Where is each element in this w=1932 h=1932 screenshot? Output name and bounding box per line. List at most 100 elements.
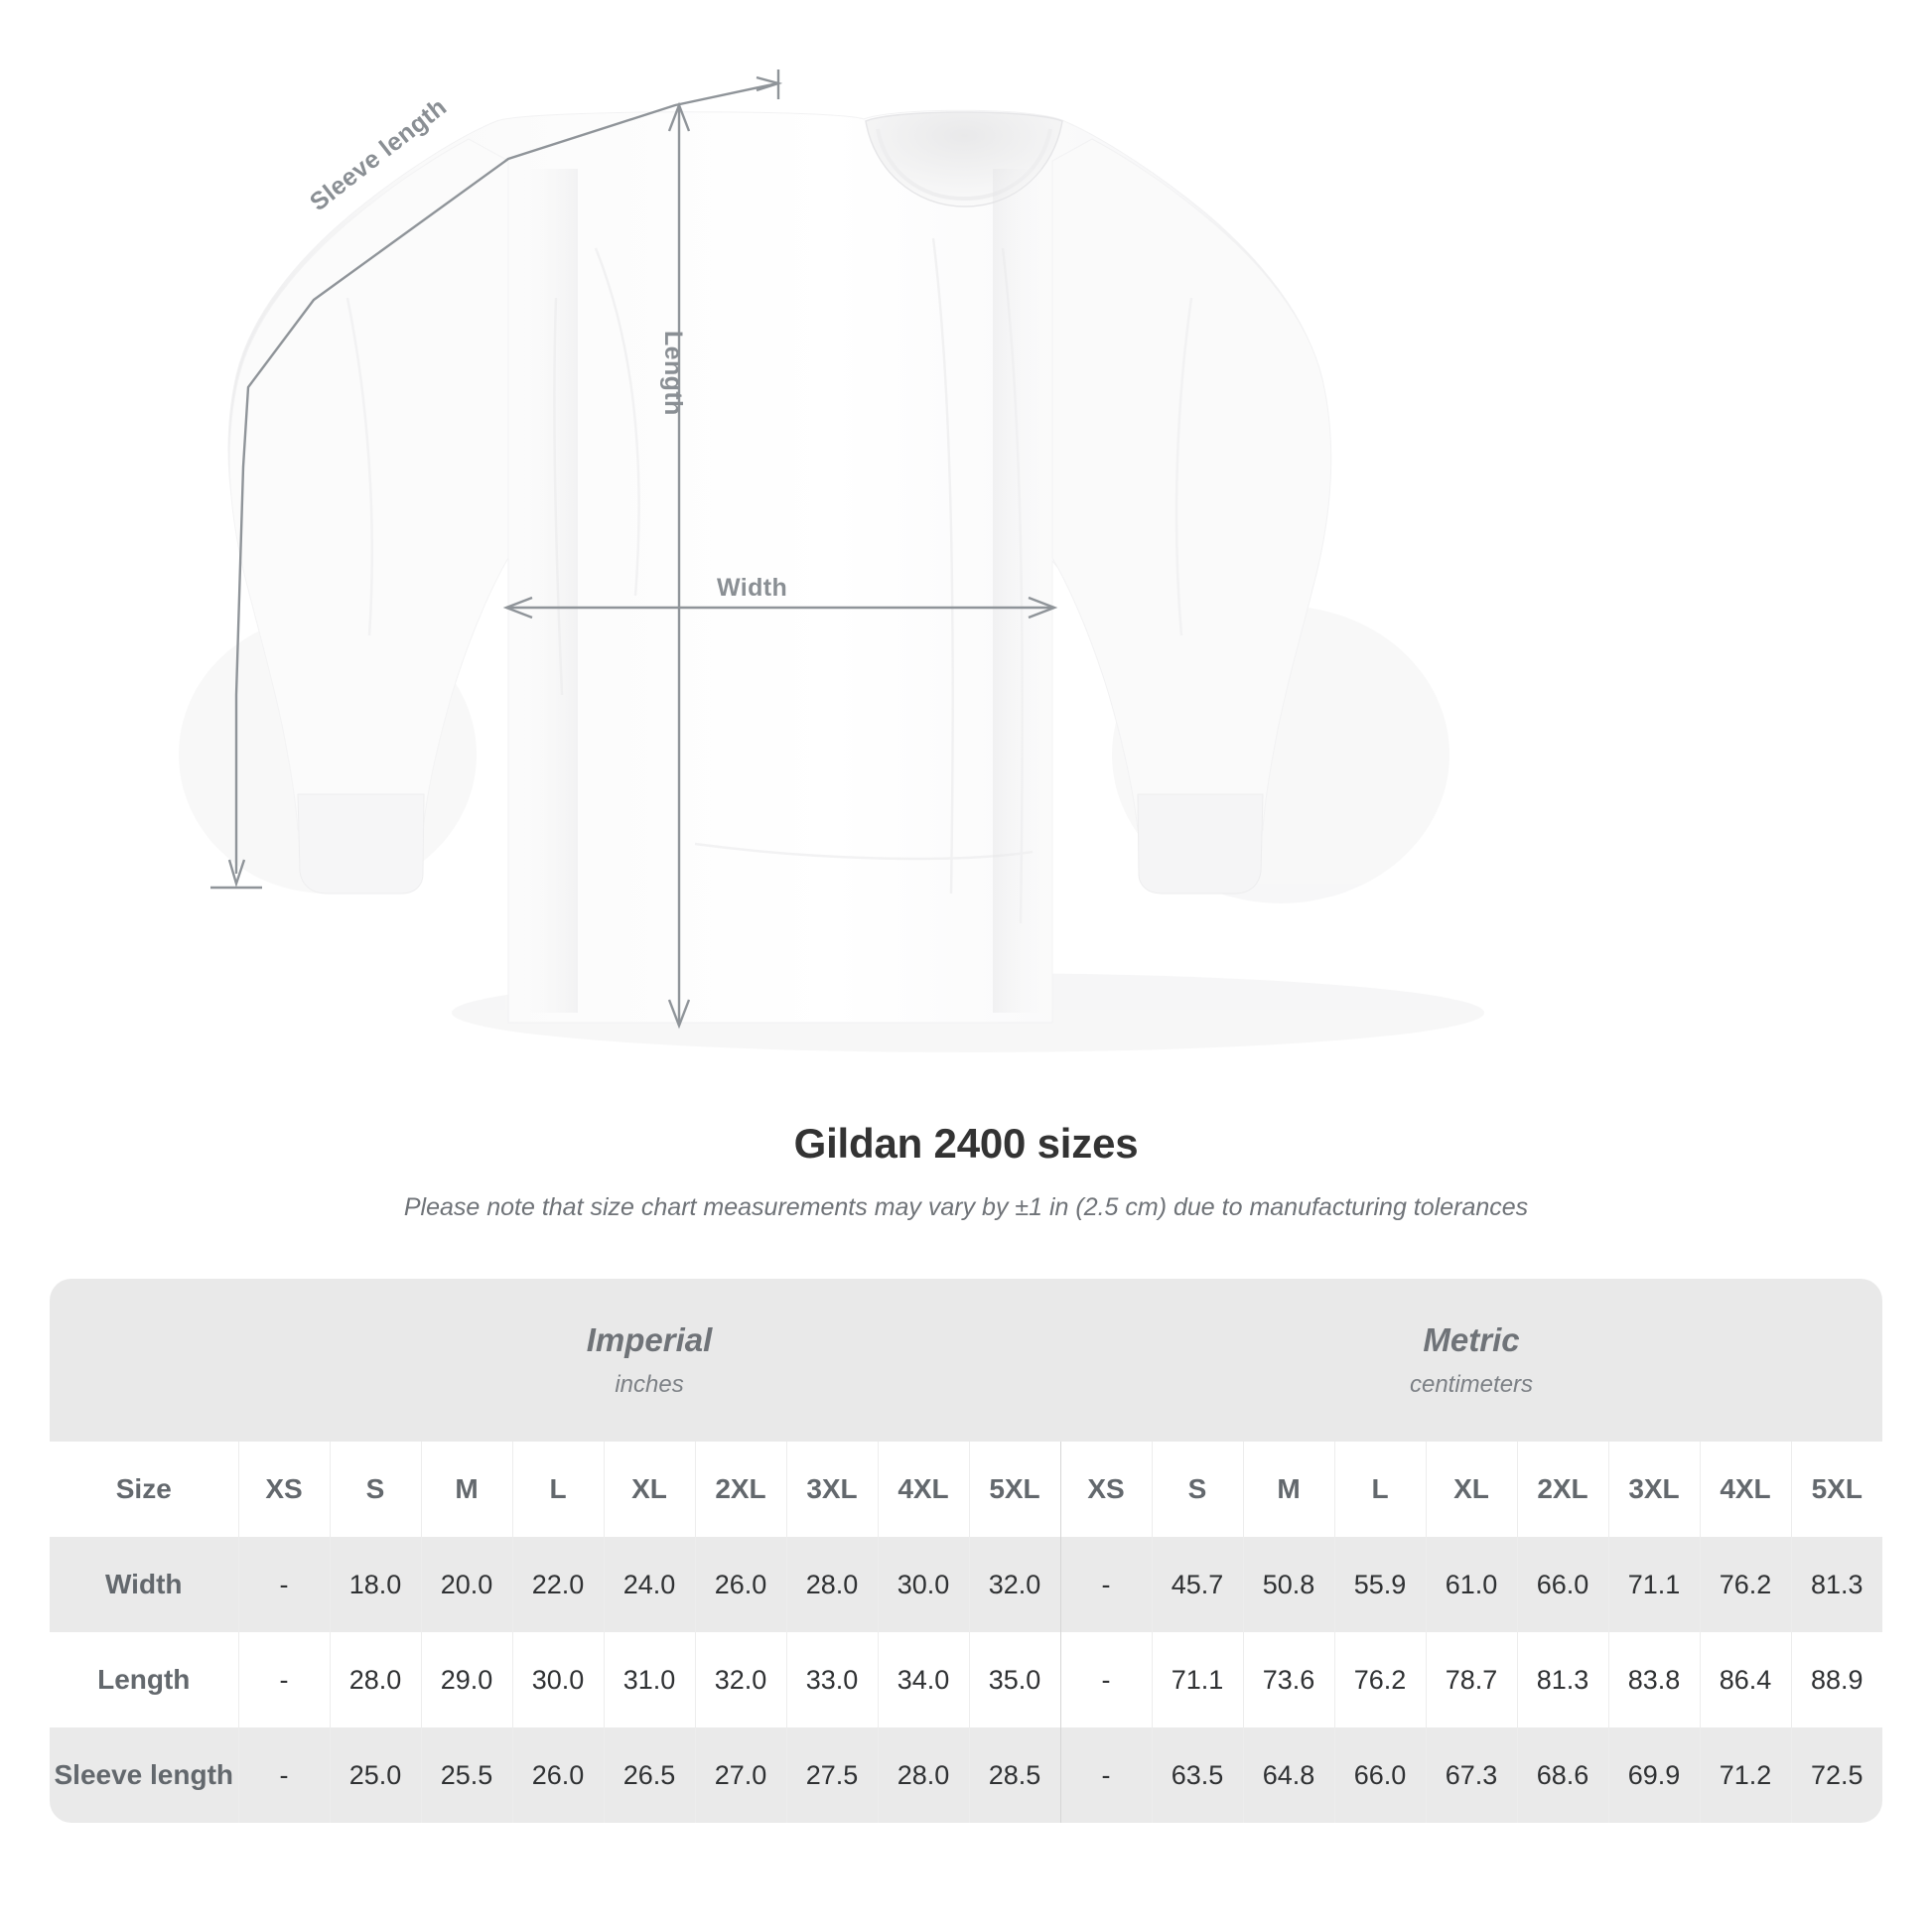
right-sleeve <box>1051 138 1332 831</box>
size-header-cell: 2XL <box>694 1442 786 1537</box>
unit-group-imperial-sub: inches <box>615 1371 684 1398</box>
size-header-cell: M <box>420 1442 512 1537</box>
measurement-cell: 63.5 <box>1151 1727 1243 1823</box>
width-arrowhead-left <box>502 596 533 620</box>
size-header-cell: M <box>1242 1442 1334 1537</box>
size-header-cell: XS <box>237 1442 330 1537</box>
table-body: Size XS S M L XL 2XL 3XL 4XL 5XL XS S M L XL 2XL 3XL 4XL 5… <box>50 1442 1883 1823</box>
measurement-cell: 26.0 <box>694 1537 786 1632</box>
size-header-cell: L <box>1333 1442 1426 1537</box>
measurement-cell: 35.0 <box>968 1632 1060 1727</box>
measurement-cell: 24.0 <box>603 1537 695 1632</box>
size-header-cell: S <box>329 1442 421 1537</box>
measurement-cell: 76.2 <box>1333 1632 1426 1727</box>
unit-group-imperial: Imperial inches <box>238 1279 1060 1442</box>
measurement-cell: 61.0 <box>1425 1537 1517 1632</box>
measurement-cell: 78.7 <box>1425 1632 1517 1727</box>
measurement-cell: 30.0 <box>877 1537 969 1632</box>
size-header-cell: 5XL <box>968 1442 1060 1537</box>
measurement-cell: 18.0 <box>329 1537 421 1632</box>
size-header-cell: 4XL <box>877 1442 969 1537</box>
measurement-cell: - <box>237 1537 330 1632</box>
measurement-cell: 27.5 <box>785 1727 878 1823</box>
unit-group-imperial-name: Imperial <box>586 1321 713 1358</box>
unit-group-spacer <box>50 1279 238 1442</box>
measurement-cell: 73.6 <box>1242 1632 1334 1727</box>
right-cuff <box>1137 793 1264 895</box>
size-chart-table: Imperial inches Metric centimeters Size X… <box>50 1279 1883 1823</box>
measurement-cell: 32.0 <box>968 1537 1060 1632</box>
left-cuff <box>297 793 425 895</box>
measurement-cell: 27.0 <box>694 1727 786 1823</box>
table-head: Imperial inches Metric centimeters <box>50 1279 1883 1442</box>
size-header-cell: L <box>511 1442 604 1537</box>
size-header-cell: 5XL <box>1790 1442 1883 1537</box>
measurement-cell: 66.0 <box>1333 1727 1426 1823</box>
measurement-cell: 71.2 <box>1699 1727 1791 1823</box>
measurement-cell: 81.3 <box>1790 1537 1883 1632</box>
unit-group-metric-sub: centimeters <box>1409 1371 1534 1398</box>
measurement-cell: 22.0 <box>511 1537 604 1632</box>
measurement-cell: 26.0 <box>511 1727 604 1823</box>
dimension-lines <box>210 69 1058 1030</box>
measurement-cell: 55.9 <box>1333 1537 1426 1632</box>
measurement-cell: 83.8 <box>1607 1632 1700 1727</box>
length-arrowhead-bottom <box>667 999 691 1030</box>
measurement-cell: 28.0 <box>329 1632 421 1727</box>
measurement-cell: - <box>237 1727 330 1823</box>
measurement-cell: 67.3 <box>1425 1727 1517 1823</box>
measurement-cell: - <box>1059 1537 1152 1632</box>
size-header-cell: XL <box>603 1442 695 1537</box>
measurement-cell: 25.5 <box>420 1727 512 1823</box>
measurement-cell: 33.0 <box>785 1632 878 1727</box>
size-header-cell: 3XL <box>785 1442 878 1537</box>
page-title: Gildan 2400 sizes <box>793 1120 1139 1167</box>
row-label: Length <box>50 1632 238 1727</box>
measurement-cell: 76.2 <box>1699 1537 1791 1632</box>
measurement-cell: 20.0 <box>420 1537 512 1632</box>
size-header-cell: 2XL <box>1516 1442 1608 1537</box>
measurement-cell: 64.8 <box>1242 1727 1334 1823</box>
measurement-cell: 88.9 <box>1790 1632 1883 1727</box>
row-label: Width <box>50 1537 238 1632</box>
table-row: Sleeve length -25.0 25.5 26.0 26.5 27.0 27.5 28… <box>50 1727 1883 1823</box>
table-row: Length -28.0 29.0 30.0 31.0 32.0 33.0 34.0 35.0-… <box>50 1632 1883 1727</box>
measurement-cell: 71.1 <box>1607 1537 1700 1632</box>
measurement-cell: 30.0 <box>511 1632 604 1727</box>
unit-group-metric: Metric centimeters <box>1060 1279 1883 1442</box>
measurement-cell: - <box>1059 1727 1152 1823</box>
left-sleeve <box>228 138 509 831</box>
length-dimension-label: Length <box>659 331 687 416</box>
unit-group-metric-name: Metric <box>1423 1321 1520 1358</box>
measurement-cell: 45.7 <box>1151 1537 1243 1632</box>
measurement-cell: 66.0 <box>1516 1537 1608 1632</box>
collar-inner <box>876 128 1052 202</box>
measurement-cell: 28.5 <box>968 1727 1060 1823</box>
table-row: Width -18.0 20.0 22.0 24.0 26.0 28.0 30.0 32.0-4… <box>50 1537 1883 1632</box>
measurement-cell: 31.0 <box>603 1632 695 1727</box>
measurement-cell: - <box>1059 1632 1152 1727</box>
measurement-cell: 26.5 <box>603 1727 695 1823</box>
sleeve-bottom-arrowhead <box>227 859 246 889</box>
size-header-row: Size XS S M L XL 2XL 3XL 4XL 5XL XS S M L XL 2XL 3XL 4XL 5… <box>50 1442 1883 1537</box>
measurement-cell: 32.0 <box>694 1632 786 1727</box>
measurement-cell: 50.8 <box>1242 1537 1334 1632</box>
width-arrowhead-right <box>1028 596 1058 620</box>
garment-drawing <box>210 69 1332 1030</box>
measurement-cell: 86.4 <box>1699 1632 1791 1727</box>
chart-heading: Gildan 2400 sizes Please note that size … <box>0 1120 1932 1222</box>
right-edge-shade <box>993 169 1062 1013</box>
row-label: Sleeve length <box>50 1727 238 1823</box>
garment-illustration: Sleeve length Length Width <box>210 69 1332 1030</box>
size-chart-table-wrapper: Imperial inches Metric centimeters Size X… <box>50 1279 1883 1823</box>
length-arrowhead-top <box>667 101 691 132</box>
left-edge-shade <box>508 169 578 1013</box>
measurement-cell: - <box>237 1632 330 1727</box>
size-header-cell: XL <box>1425 1442 1517 1537</box>
width-dimension-label: Width <box>717 574 788 602</box>
measurement-cell: 72.5 <box>1790 1727 1883 1823</box>
tolerance-note: Please note that size chart measurements… <box>403 1193 1529 1221</box>
size-header-cell: XS <box>1059 1442 1152 1537</box>
unit-group-header-row: Imperial inches Metric centimeters <box>50 1279 1883 1442</box>
measurement-cell: 28.0 <box>877 1727 969 1823</box>
